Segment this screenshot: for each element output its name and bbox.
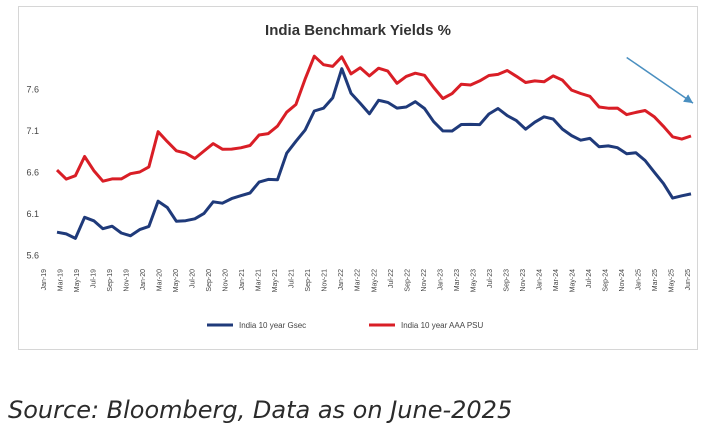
x-tick-label: Sep-19 (107, 269, 114, 292)
x-tick-label: Nov-23 (520, 269, 527, 292)
series-line-gsec (56, 67, 692, 240)
x-axis: Jan-19 Mar-19 May-19 Jul-19 Sep-19 Nov-19 Jan-… (41, 269, 692, 292)
x-tick-label: Jun-25 (685, 269, 692, 291)
x-tick-label: Jul-24 (586, 269, 593, 288)
x-tick-label: May-21 (272, 269, 279, 292)
series-line-aaa-psu (55, 54, 692, 183)
x-tick-label: Mar-23 (454, 269, 461, 291)
yield-chart: India Benchmark Yields % 5.6 6.1 6.6 7.1 7.6… (26, 22, 694, 330)
chart-frame: India Benchmark Yields % 5.6 6.1 6.6 7.1 7.6… (18, 6, 698, 350)
x-tick-label: Jan-23 (437, 269, 444, 291)
x-tick-label: Nov-20 (223, 269, 230, 292)
chart-title: India Benchmark Yields % (265, 22, 451, 39)
x-tick-label: Nov-24 (619, 269, 626, 292)
legend-label: India 10 year AAA PSU (401, 321, 483, 330)
x-tick-label: Nov-19 (124, 269, 131, 292)
x-tick-label: Sep-20 (206, 269, 213, 292)
x-tick-label: Jul-21 (289, 269, 296, 288)
x-tick-label: Sep-23 (503, 269, 510, 292)
x-tick-label: Jan-20 (140, 269, 147, 291)
x-tick-label: Sep-24 (602, 269, 609, 292)
x-tick-label: Sep-21 (305, 269, 312, 292)
y-tick-label: 6.1 (26, 209, 39, 219)
x-tick-label: Nov-21 (322, 269, 329, 292)
x-tick-label: Nov-22 (421, 269, 428, 292)
x-tick-label: Jul-22 (388, 269, 395, 288)
y-tick-label: 5.6 (26, 251, 39, 261)
x-tick-label: Jul-20 (190, 269, 197, 288)
x-tick-label: Mar-24 (553, 269, 560, 291)
x-tick-label: May-22 (371, 269, 378, 292)
x-tick-label: Mar-21 (256, 269, 263, 291)
x-tick-label: May-23 (470, 269, 477, 292)
y-tick-label: 6.6 (26, 167, 39, 177)
trend-arrow (626, 56, 694, 104)
x-tick-label: May-24 (569, 269, 576, 292)
x-tick-label: Mar-19 (58, 269, 65, 291)
x-tick-label: Jul-19 (91, 269, 98, 288)
x-tick-label: Sep-22 (404, 269, 411, 292)
y-tick-label: 7.6 (26, 84, 39, 94)
x-tick-label: Jan-24 (536, 269, 543, 291)
legend-label: India 10 year Gsec (239, 321, 306, 330)
legend: India 10 year Gsec India 10 year AAA PSU (207, 321, 483, 330)
y-axis: 5.6 6.1 6.6 7.1 7.6 (26, 84, 39, 260)
x-tick-label: May-19 (74, 269, 81, 292)
x-tick-label: Jan-25 (635, 269, 642, 291)
x-tick-label: Mar-22 (355, 269, 362, 291)
series-lines (55, 54, 692, 240)
x-tick-label: Jan-19 (41, 269, 48, 291)
y-tick-label: 7.1 (26, 126, 39, 136)
x-tick-label: Jul-23 (487, 269, 494, 288)
x-tick-label: May-25 (668, 269, 675, 292)
x-tick-label: May-20 (173, 269, 180, 292)
annotations (626, 56, 694, 104)
x-tick-label: Mar-25 (652, 269, 659, 291)
source-note: Source: Bloomberg, Data as on June-2025 (8, 396, 513, 424)
x-tick-label: Jan-21 (239, 269, 246, 291)
x-tick-label: Jan-22 (338, 269, 345, 291)
x-tick-label: Mar-20 (157, 269, 164, 291)
